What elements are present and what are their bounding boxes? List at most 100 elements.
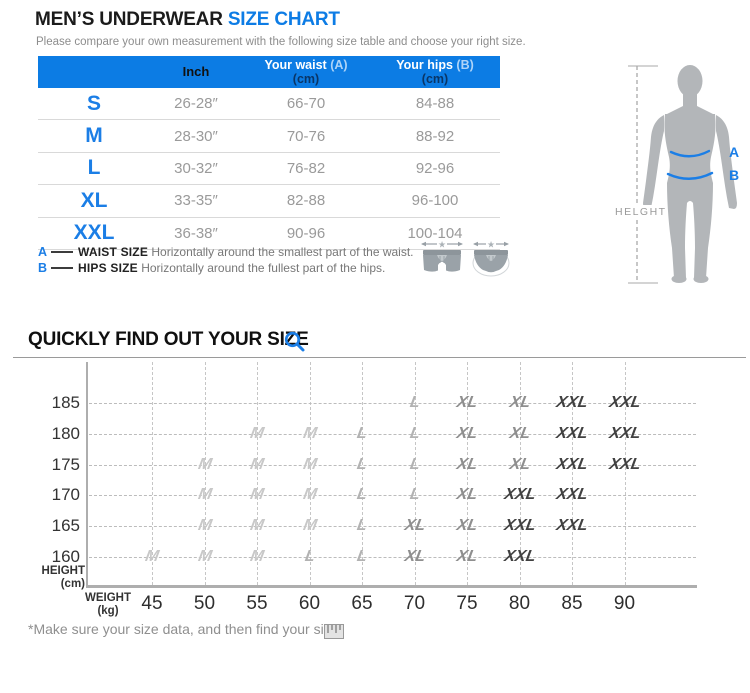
legend-hips: B HIPS SIZE Horizontally around the fulle… <box>38 261 385 275</box>
chart-y-axis <box>86 362 88 587</box>
size-cell-XL: XL <box>507 424 532 442</box>
weight-tick-label: 45 <box>141 593 163 614</box>
legend-waist-desc: Horizontally around the smallest part of… <box>151 245 414 259</box>
header-hips-main: Your hips <box>396 57 453 72</box>
height-tick-label: 175 <box>51 454 80 474</box>
size-cell-XXL: XXL <box>502 517 537 535</box>
size-cell-L: L <box>408 455 421 473</box>
header-hips-tag: (B) <box>456 57 474 72</box>
legend-dash <box>51 266 74 269</box>
grid-row-line <box>89 433 696 435</box>
waist-value: 90-96 <box>286 224 326 242</box>
inch-value: 26-28″ <box>174 95 218 113</box>
size-cell-L: L <box>355 486 369 504</box>
size-cell-XL: XL <box>402 517 427 535</box>
footer-note: *Make sure your size data, and then find… <box>28 621 343 637</box>
size-cell-M: M <box>248 424 266 442</box>
hips-value: 84-88 <box>415 95 455 113</box>
height-tick-label: 165 <box>51 516 80 536</box>
table-row: M 28-30″ 70-76 88-92 <box>38 120 500 153</box>
grid-column-line <box>519 362 521 585</box>
size-cell-XXL: XXL <box>502 548 537 565</box>
inch-value: 30-32″ <box>174 159 218 177</box>
size-cell-XL: XL <box>402 548 427 565</box>
magnifier-icon <box>284 331 305 352</box>
height-measure-line <box>628 65 658 284</box>
legend-hips-letter: B <box>38 261 48 275</box>
inch-value: 36-38″ <box>174 224 218 242</box>
figure-waist-tag: A <box>729 144 739 160</box>
hips-value: 88-92 <box>415 127 455 145</box>
size-cell-L: L <box>355 548 369 565</box>
inch-value: 33-35″ <box>174 192 218 210</box>
header-hips-unit: (cm) <box>421 72 449 86</box>
size-cell-XXL: XXL <box>555 486 590 504</box>
size-cell-XXL: XXL <box>555 424 590 442</box>
boxer-icon: ★ <box>421 240 463 272</box>
table-row: XL 33-35″ 82-88 96-100 <box>38 185 500 218</box>
weight-tick-label: 85 <box>561 593 583 614</box>
size-cell-XXL: XXL <box>555 394 590 411</box>
size-label: M <box>85 124 103 148</box>
brief-icon: ★ <box>472 240 510 277</box>
grid-row-line <box>89 557 696 558</box>
figure-height-label: HELGHT <box>615 206 667 218</box>
size-cell-L: L <box>303 548 316 565</box>
svg-text:★: ★ <box>487 240 495 250</box>
size-cell-M: M <box>248 548 266 565</box>
height-tick-label: 170 <box>51 485 80 505</box>
weight-tick-label: 70 <box>403 593 426 614</box>
size-label: XXL <box>73 221 115 245</box>
table-row: XXL 36-38″ 90-96 100-104 <box>38 218 500 250</box>
size-cell-XL: XL <box>455 486 479 504</box>
hips-line <box>666 171 714 180</box>
waist-line <box>669 149 711 158</box>
header-waist-main: Your waist <box>264 57 327 72</box>
section-divider <box>13 357 746 358</box>
height-tick-label: 180 <box>51 423 80 443</box>
size-cell-XL: XL <box>507 394 532 411</box>
size-cell-M: M <box>143 548 161 565</box>
header-waist-unit: (cm) <box>292 72 320 86</box>
size-cell-L: L <box>355 455 369 473</box>
grid-column-line <box>309 362 311 585</box>
weight-tick-label: 65 <box>351 593 373 614</box>
weight-tick-label: 55 <box>246 593 268 614</box>
underwear-icons: ★ ★ <box>421 240 510 277</box>
size-cell-M: M <box>196 517 213 535</box>
size-cell-L: L <box>408 424 421 442</box>
weight-tick-label: 90 <box>613 593 636 614</box>
waist-value: 82-88 <box>286 192 326 210</box>
legend-waist-label: WAIST SIZE <box>78 245 149 259</box>
size-cell-L: L <box>355 424 369 442</box>
svg-text:★: ★ <box>438 240 446 250</box>
figure-hips-tag: B <box>729 167 739 183</box>
page-title: MEN’S UNDERWEAR SIZE CHART <box>35 9 340 31</box>
chart-x-axis-label: WEIGHT (kg) <box>85 592 131 618</box>
height-label-bg <box>612 205 664 218</box>
grid-row-line <box>89 526 696 528</box>
size-cell-M: M <box>196 455 213 473</box>
size-cell-XL: XL <box>455 394 479 411</box>
size-cell-M: M <box>196 548 213 565</box>
hips-value: 96-100 <box>411 192 459 210</box>
chart-y-axis-label: HEIGHT (cm) <box>41 565 85 591</box>
weight-tick-label: 60 <box>298 593 321 614</box>
grid-column-line <box>204 362 206 585</box>
grid-column-line <box>572 362 573 585</box>
waist-value: 76-82 <box>286 159 326 177</box>
size-cell-M: M <box>248 455 266 473</box>
grid-column-line <box>624 362 626 585</box>
size-cell-M: M <box>301 486 318 504</box>
legend-waist-letter: A <box>38 245 48 259</box>
size-label: S <box>86 91 101 115</box>
ruler-icon <box>324 624 344 639</box>
size-cell-M: M <box>248 486 266 504</box>
hips-value: 100-104 <box>407 224 463 242</box>
size-cell-XL: XL <box>455 455 479 473</box>
size-cell-M: M <box>301 424 318 442</box>
table-row: S 26-28″ 66-70 84-88 <box>38 88 500 121</box>
size-table-header: Inch Your waist (A) (cm) Your hips (B) (… <box>38 56 500 88</box>
